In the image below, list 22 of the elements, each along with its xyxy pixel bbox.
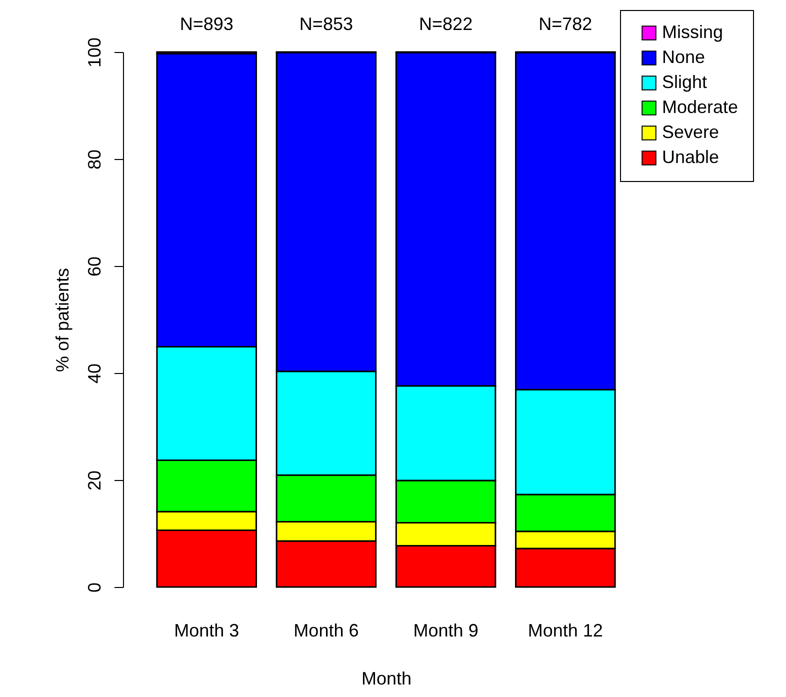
legend-label: Missing [662, 22, 724, 42]
legend-label: Slight [662, 72, 708, 92]
legend-label: Unable [662, 147, 720, 167]
legend-label: None [662, 47, 706, 67]
legend-label: Moderate [662, 97, 738, 117]
legend-label: Severe [662, 122, 720, 142]
y-tick-label: 60 [84, 256, 104, 277]
x-tick-label: Month 12 [528, 620, 603, 640]
y-tick-label: 100 [84, 37, 104, 68]
y-axis-title: % of patients [52, 268, 72, 372]
x-tick-label: Month 6 [294, 620, 359, 640]
x-tick-label: Month 9 [413, 620, 478, 640]
y-tick-label: 20 [84, 470, 104, 491]
x-axis-title: Month [361, 668, 412, 688]
text: N=822 [419, 14, 473, 34]
text: N=782 [538, 14, 592, 34]
text: N=893 [180, 14, 234, 34]
x-tick-label: Month 3 [174, 620, 240, 640]
text: N=853 [299, 14, 353, 34]
y-tick-label: 0 [84, 582, 104, 593]
y-tick-label: 80 [84, 149, 104, 170]
y-tick-label: 40 [84, 363, 104, 384]
